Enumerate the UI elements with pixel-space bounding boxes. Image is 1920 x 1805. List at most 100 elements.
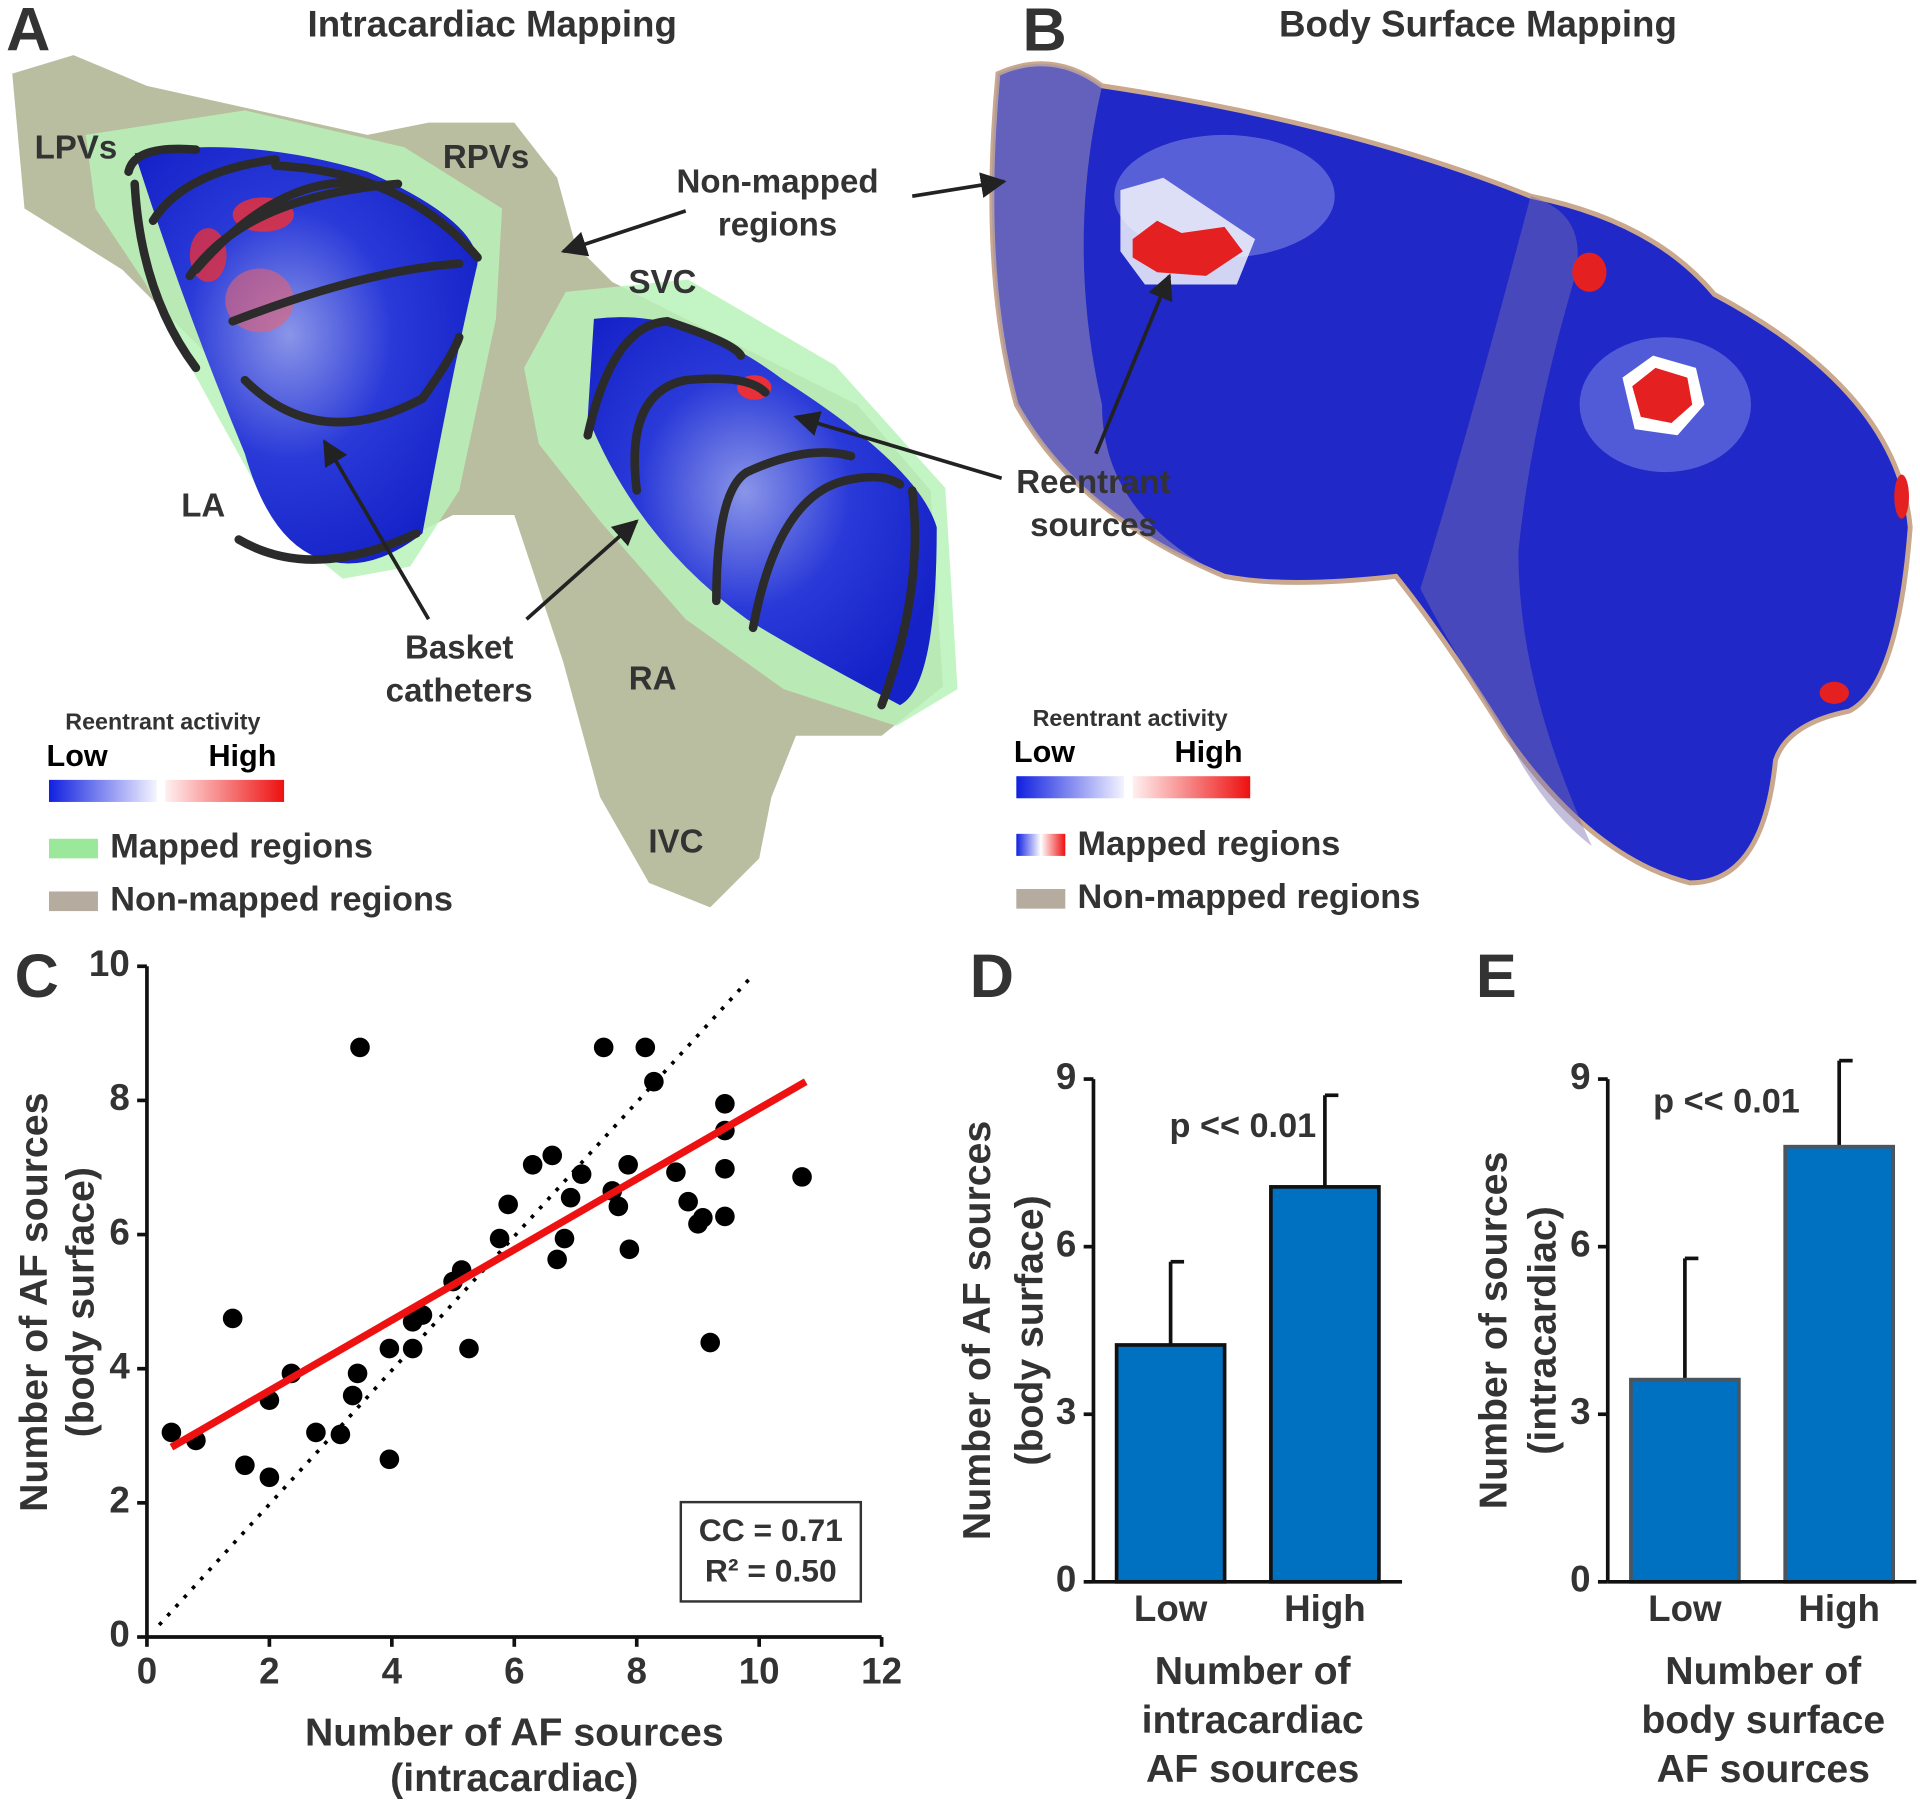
shape — [191, 178, 372, 275]
x-tick-label: Low — [1134, 1588, 1208, 1629]
shape — [877, 486, 920, 710]
shape — [240, 332, 464, 427]
significance-label: p << 0.01 — [1653, 1083, 1800, 1121]
data-point — [350, 1037, 370, 1058]
legend-b: Reentrant activity Low High Mapped regio… — [1014, 705, 1420, 916]
ra-surface — [587, 317, 937, 706]
legend-a: Reentrant activity Low High Mapped regio… — [47, 709, 453, 919]
region-label: RA — [629, 660, 677, 697]
data-point — [571, 1164, 592, 1185]
x-axis-label: Number of — [1155, 1650, 1352, 1693]
panel-label: A — [6, 0, 50, 64]
colorbar — [1132, 776, 1251, 799]
colorbar — [165, 779, 285, 802]
data-point — [235, 1455, 255, 1476]
y-axis-label: Number of AF sources — [956, 1121, 999, 1540]
y-tick-label: 0 — [1056, 1559, 1076, 1600]
legend-swatch — [1016, 889, 1066, 909]
legend-item: Mapped regions — [110, 828, 373, 866]
y-tick-label: 6 — [1570, 1223, 1590, 1264]
colorbar — [48, 779, 157, 802]
shape — [630, 374, 770, 495]
legend-swatch — [48, 838, 98, 859]
non-mapped-overlay — [991, 63, 1225, 577]
y-tick-label: 6 — [109, 1211, 129, 1252]
x-axis-label: (intracardiac) — [390, 1757, 638, 1800]
data-point — [522, 1154, 543, 1175]
data-point — [554, 1228, 575, 1249]
data-point — [715, 1093, 735, 1114]
x-tick-label: 0 — [137, 1650, 157, 1691]
x-tick-label: 2 — [259, 1650, 279, 1691]
shape — [911, 172, 1007, 199]
legend-title: Reentrant activity — [65, 709, 260, 735]
shape — [322, 439, 431, 621]
data-point — [459, 1338, 479, 1359]
data-point — [306, 1422, 326, 1443]
stats-text: R² = 0.50 — [705, 1553, 837, 1589]
data-point — [222, 1308, 243, 1329]
data-point — [498, 1194, 518, 1215]
data-point — [547, 1249, 567, 1270]
legend-item: Non-mapped regions — [1078, 878, 1421, 916]
y-tick-label: 9 — [1570, 1056, 1590, 1097]
bar — [1114, 1343, 1227, 1584]
data-point — [560, 1187, 581, 1208]
region-label: IVC — [648, 823, 703, 860]
x-tick-label: Low — [1648, 1588, 1722, 1629]
reentry-spot — [1894, 474, 1909, 519]
x-axis-label: AF sources — [1657, 1748, 1870, 1791]
data-point — [593, 1037, 614, 1058]
shape — [793, 411, 1003, 480]
y-axis-label: (intracardiac) — [1522, 1206, 1565, 1455]
data-point — [666, 1162, 686, 1182]
data-point — [700, 1332, 720, 1353]
panel-title: Intracardiac Mapping — [308, 4, 677, 45]
fit-line — [169, 1078, 808, 1451]
y-tick-label: 3 — [1056, 1391, 1076, 1432]
y-tick-label: 9 — [1056, 1056, 1076, 1097]
shape — [148, 155, 280, 226]
x-tick-label: High — [1798, 1588, 1880, 1629]
shape — [583, 316, 746, 440]
callout: catheters — [386, 673, 533, 710]
significance-label: p << 0.01 — [1169, 1107, 1316, 1145]
shape — [748, 472, 905, 633]
panel-title: Body Surface Mapping — [1279, 4, 1677, 45]
x-axis-label: intracardiac — [1142, 1699, 1364, 1742]
y-axis-label: (body surface) — [60, 1167, 103, 1437]
y-axis-label: Number of AF sources — [13, 1093, 56, 1512]
x-axis-label: Number of — [1665, 1650, 1862, 1693]
data-point — [619, 1239, 640, 1260]
legend-high: High — [208, 739, 276, 773]
legend-item: Mapped regions — [1078, 825, 1341, 863]
shape — [124, 144, 201, 176]
data-point — [693, 1207, 713, 1228]
shape — [130, 179, 201, 373]
data-point — [161, 1422, 182, 1443]
y-tick-label: 0 — [1570, 1559, 1590, 1600]
data-point — [618, 1154, 638, 1175]
data-point — [412, 1305, 433, 1325]
data-point — [259, 1467, 280, 1488]
x-tick-label: High — [1284, 1588, 1366, 1629]
data-point — [342, 1385, 363, 1406]
shape — [1094, 273, 1173, 455]
legend-item: Non-mapped regions — [110, 880, 453, 918]
y-tick-label: 0 — [109, 1614, 129, 1655]
x-axis-label: Number of AF sources — [305, 1711, 724, 1754]
catheters — [124, 144, 920, 710]
data-point — [792, 1167, 812, 1187]
x-tick-label: 6 — [504, 1650, 524, 1691]
arrows — [322, 172, 1173, 621]
legend-swatch — [48, 891, 98, 912]
shape — [560, 209, 687, 257]
shape — [271, 161, 482, 262]
bar — [1783, 1144, 1896, 1584]
data-point — [379, 1449, 400, 1470]
panel-label: C — [15, 942, 59, 1010]
legend-title: Reentrant activity — [1033, 705, 1228, 731]
y-tick-label: 2 — [109, 1480, 129, 1521]
x-tick-label: 8 — [627, 1650, 647, 1691]
